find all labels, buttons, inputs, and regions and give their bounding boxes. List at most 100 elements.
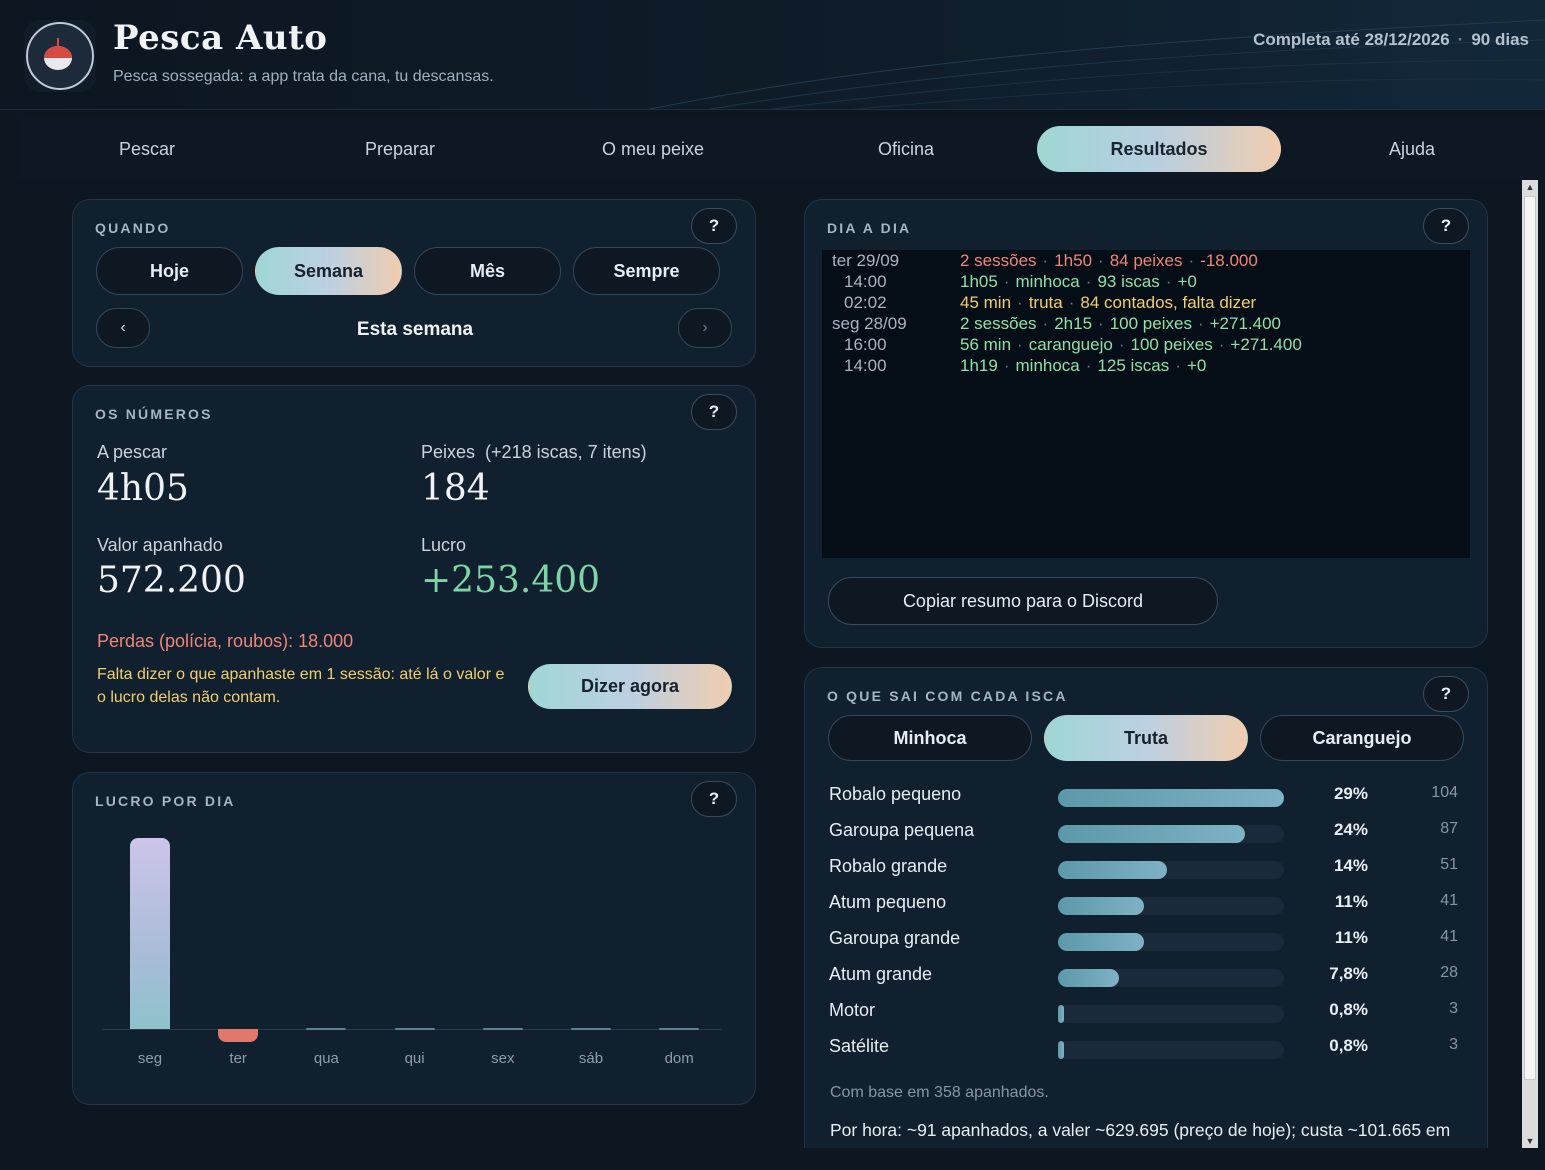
copy-discord-button[interactable]: Copiar resumo para o Discord bbox=[828, 577, 1218, 625]
isca-help-button[interactable]: ? bbox=[1423, 676, 1469, 712]
fish-count-value: 184 bbox=[421, 468, 490, 509]
separator-dot: · bbox=[1017, 335, 1023, 354]
period-semana-button[interactable]: Semana bbox=[255, 247, 402, 295]
catch-count: 41 bbox=[1440, 892, 1458, 909]
tab-o-meu-peixe[interactable]: O meu peixe bbox=[601, 138, 705, 159]
log-field: 84 peixes bbox=[1109, 251, 1183, 270]
log-row: ter 29/09 2 sessões · 1h50 · 84 peixes · -18.00… bbox=[822, 250, 1470, 271]
catch-share-bar bbox=[1058, 933, 1144, 951]
catch-row: Robalo grande 14% 51 bbox=[828, 850, 1468, 886]
day-bar-dom bbox=[659, 1028, 700, 1030]
catch-percent: 0,8% bbox=[1329, 1036, 1368, 1055]
log-row: 02:02 45 min · truta · 84 contados, falta diz… bbox=[822, 292, 1470, 313]
logo-ring bbox=[26, 22, 94, 90]
period-mes-button[interactable]: Mês bbox=[414, 247, 561, 295]
catch-name: Robalo grande bbox=[829, 856, 948, 876]
log-field: 84 contados, falta dizer bbox=[1080, 293, 1257, 312]
quando-help-button[interactable]: ? bbox=[691, 208, 737, 244]
bait-caranguejo-button[interactable]: Caranguejo bbox=[1260, 715, 1464, 761]
log-field: +0 bbox=[1186, 356, 1207, 375]
log-field: 1h50 bbox=[1054, 251, 1093, 270]
catch-percent: 7,8% bbox=[1329, 964, 1368, 983]
log-field: minhoca bbox=[1015, 272, 1080, 291]
log-field: 93 iscas bbox=[1097, 272, 1160, 291]
log-field: caranguejo bbox=[1028, 335, 1113, 354]
bobber-stem bbox=[57, 38, 59, 47]
tab-oficina[interactable]: Oficina bbox=[877, 138, 935, 159]
lucro-dia-help-button[interactable]: ? bbox=[691, 781, 737, 817]
scroll-up-icon[interactable]: ▲ bbox=[1525, 182, 1535, 192]
tab-resultados[interactable]: Resultados bbox=[1037, 126, 1281, 172]
catch-share-bar bbox=[1058, 1041, 1065, 1059]
quando-panel: QUANDO ? Hoje Semana Mês Sempre ‹ Esta s… bbox=[72, 199, 756, 367]
catch-row: Satélite 0,8% 3 bbox=[828, 1030, 1468, 1066]
daily-log[interactable]: ter 29/09 2 sessões · 1h50 · 84 peixes · -18.00… bbox=[822, 250, 1470, 558]
quando-title: QUANDO bbox=[95, 220, 171, 236]
log-field: 56 min bbox=[960, 335, 1012, 354]
catch-row: Robalo pequeno 29% 104 bbox=[828, 778, 1468, 814]
next-period-button[interactable]: › bbox=[678, 308, 732, 348]
catch-share-bar bbox=[1058, 897, 1144, 915]
catch-count: 51 bbox=[1440, 856, 1458, 873]
separator-dot: · bbox=[1042, 251, 1049, 270]
catch-row: Garoupa pequena 24% 87 bbox=[828, 814, 1468, 850]
scroll-down-icon[interactable]: ▼ bbox=[1525, 1136, 1535, 1146]
fish-label-text: Peixes bbox=[421, 442, 476, 462]
catch-share-bar bbox=[1058, 861, 1168, 879]
bait-truta-button[interactable]: Truta bbox=[1044, 715, 1248, 761]
separator-dot: · bbox=[1017, 293, 1023, 312]
day-bar-ter bbox=[218, 1029, 259, 1042]
catch-percent: 24% bbox=[1333, 820, 1368, 839]
dia-a-dia-help-button[interactable]: ? bbox=[1423, 208, 1469, 244]
day-bar-qui bbox=[394, 1028, 435, 1030]
log-field: minhoca bbox=[1015, 356, 1080, 375]
catch-name: Robalo pequeno bbox=[829, 784, 962, 804]
app-logo bbox=[24, 20, 96, 92]
catch-row: Atum grande 7,8% 28 bbox=[828, 958, 1468, 994]
numeros-help-button[interactable]: ? bbox=[691, 394, 737, 430]
log-row: 14:00 1h05 · minhoca · 93 iscas · +0 bbox=[822, 271, 1470, 292]
day-label: dom bbox=[664, 1050, 694, 1067]
log-row: 14:00 1h19 · minhoca · 125 iscas · +0 bbox=[822, 355, 1470, 376]
catch-percent: 14% bbox=[1333, 856, 1368, 875]
caught-value-label: Valor apanhado bbox=[97, 535, 223, 555]
tab-pescar[interactable]: Pescar bbox=[118, 138, 176, 159]
log-field: 2 sessões bbox=[960, 251, 1037, 270]
fishing-time-value: 4h05 bbox=[97, 468, 189, 509]
log-field: 2 sessões bbox=[960, 314, 1037, 333]
profit-label: Lucro bbox=[421, 535, 467, 555]
tab-ajuda[interactable]: Ajuda bbox=[1388, 138, 1436, 159]
catch-name: Motor bbox=[829, 1000, 876, 1020]
tab-preparar[interactable]: Preparar bbox=[364, 138, 436, 159]
period-sempre-button[interactable]: Sempre bbox=[573, 247, 720, 295]
catch-count: 3 bbox=[1449, 1036, 1458, 1053]
period-hoje-button[interactable]: Hoje bbox=[96, 247, 243, 295]
log-field: 1h19 bbox=[960, 356, 998, 375]
separator-dot: · bbox=[1118, 335, 1125, 354]
bait-minhoca-button[interactable]: Minhoca bbox=[828, 715, 1032, 761]
separator-dot: · bbox=[1457, 30, 1464, 49]
day-label: sex bbox=[491, 1050, 515, 1067]
day-bar-sáb bbox=[571, 1028, 611, 1030]
separator-dot: · bbox=[1098, 251, 1104, 270]
prev-period-button[interactable]: ‹ bbox=[96, 308, 150, 348]
log-time: 14:00 bbox=[844, 356, 887, 375]
numeros-title: OS NÚMEROS bbox=[95, 406, 213, 422]
scrollbar-thumb[interactable] bbox=[1524, 196, 1536, 1080]
log-field: 100 peixes bbox=[1130, 335, 1213, 354]
separator-dot: · bbox=[1098, 314, 1104, 333]
separator-dot: · bbox=[1068, 293, 1075, 312]
log-details: 56 min · caranguejo · 100 peixes · +271.400 bbox=[960, 334, 1302, 355]
fish-count-label: Peixes (+218 iscas, 7 itens) bbox=[421, 442, 647, 463]
catch-row: Garoupa grande 11% 41 bbox=[828, 922, 1468, 958]
log-details: 2 sessões · 2h15 · 100 peixes · +271.400 bbox=[960, 313, 1281, 334]
page-scrollbar[interactable]: ▲ ▼ bbox=[1522, 180, 1538, 1148]
catch-percent: 11% bbox=[1334, 892, 1368, 911]
dizer-agora-button[interactable]: Dizer agora bbox=[528, 664, 732, 709]
catch-share-bar bbox=[1058, 789, 1284, 807]
log-row: 16:00 56 min · caranguejo · 100 peixes · +271.4… bbox=[822, 334, 1470, 355]
losses-text: Perdas (polícia, roubos): 18.000 bbox=[97, 631, 354, 651]
log-details: 2 sessões · 1h50 · 84 peixes · -18.000 bbox=[960, 250, 1258, 271]
app-header: Pesca Auto Pesca sossegada: a app trata … bbox=[0, 0, 1545, 110]
separator-dot: · bbox=[1085, 272, 1092, 291]
